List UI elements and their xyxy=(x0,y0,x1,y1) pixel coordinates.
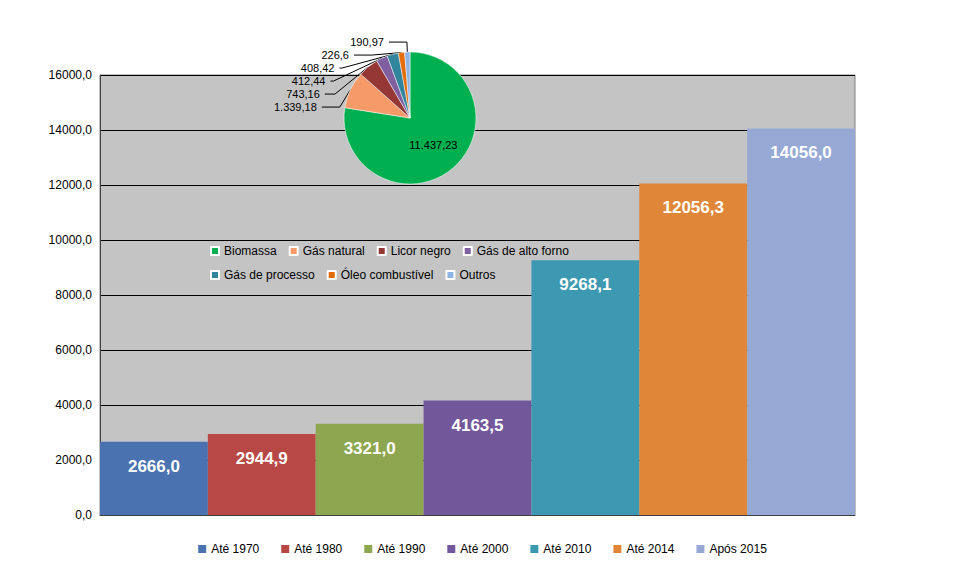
svg-text:Até 2014: Até 2014 xyxy=(626,542,674,556)
svg-text:Biomassa: Biomassa xyxy=(224,244,277,258)
svg-text:412,44: 412,44 xyxy=(292,75,326,87)
svg-text:4163,5: 4163,5 xyxy=(452,416,504,435)
svg-text:Até 1980: Até 1980 xyxy=(294,542,342,556)
svg-text:Outros: Outros xyxy=(459,268,495,282)
svg-text:2944,9: 2944,9 xyxy=(236,449,288,468)
svg-text:0,0: 0,0 xyxy=(75,508,92,522)
svg-text:14056,0: 14056,0 xyxy=(770,143,831,162)
svg-text:9268,1: 9268,1 xyxy=(559,275,611,294)
svg-text:4000,0: 4000,0 xyxy=(55,398,92,412)
svg-text:190,97: 190,97 xyxy=(350,36,384,48)
svg-text:Óleo combustível: Óleo combustível xyxy=(341,267,434,282)
svg-text:3321,0: 3321,0 xyxy=(344,439,396,458)
svg-text:408,42: 408,42 xyxy=(301,62,335,74)
svg-text:2000,0: 2000,0 xyxy=(55,453,92,467)
svg-text:Até 2010: Até 2010 xyxy=(543,542,591,556)
svg-text:1.339,18: 1.339,18 xyxy=(274,101,317,113)
svg-text:Gás de processo: Gás de processo xyxy=(224,268,315,282)
svg-text:11.437,23: 11.437,23 xyxy=(409,139,457,151)
svg-text:Até 2000: Até 2000 xyxy=(460,542,508,556)
svg-text:Licor negro: Licor negro xyxy=(391,244,451,258)
svg-text:Até 1970: Até 1970 xyxy=(211,542,259,556)
svg-text:Gás natural: Gás natural xyxy=(303,244,365,258)
svg-text:8000,0: 8000,0 xyxy=(55,288,92,302)
svg-text:Até 1990: Até 1990 xyxy=(377,542,425,556)
svg-text:10000,0: 10000,0 xyxy=(49,233,93,247)
svg-text:Após 2015: Após 2015 xyxy=(709,542,767,556)
svg-text:14000,0: 14000,0 xyxy=(49,123,93,137)
svg-text:12056,3: 12056,3 xyxy=(662,198,723,217)
svg-text:6000,0: 6000,0 xyxy=(55,343,92,357)
svg-text:226,6: 226,6 xyxy=(321,49,349,61)
svg-text:16000,0: 16000,0 xyxy=(49,68,93,82)
svg-text:12000,0: 12000,0 xyxy=(49,178,93,192)
svg-text:Gás de alto forno: Gás de alto forno xyxy=(477,244,569,258)
svg-text:2666,0: 2666,0 xyxy=(128,457,180,476)
svg-text:743,16: 743,16 xyxy=(286,88,320,100)
